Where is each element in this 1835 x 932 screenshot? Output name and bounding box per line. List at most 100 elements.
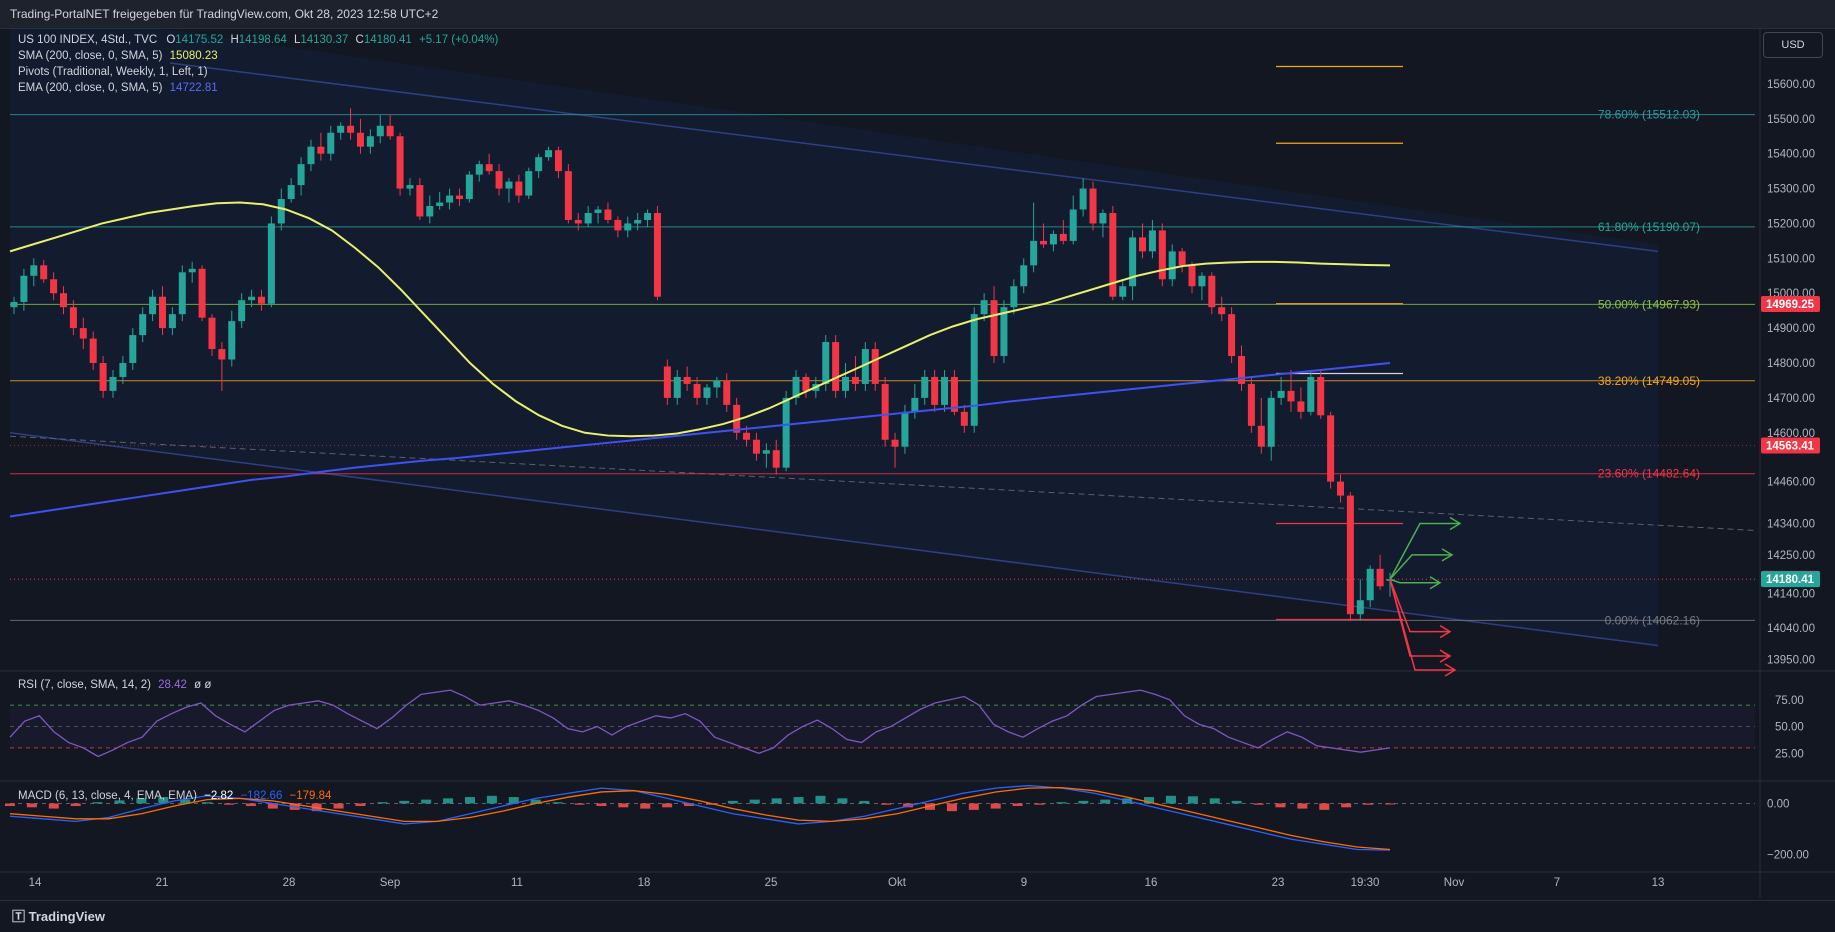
macd-hist-value: −2.82 xyxy=(204,790,234,802)
macd-histogram-bar xyxy=(399,800,410,804)
candle-body xyxy=(931,376,939,405)
time-axis-tick: 13 xyxy=(1652,877,1665,889)
candle-body xyxy=(673,376,681,398)
macd-histogram-bar xyxy=(377,802,388,804)
candle-body xyxy=(30,265,38,276)
macd-histogram-bar xyxy=(443,798,454,804)
macd-histogram-bar xyxy=(333,803,344,809)
rsi-value: 28.42 xyxy=(158,679,187,691)
candle-body xyxy=(1327,415,1335,482)
price-tag-label: 14563.41 xyxy=(1766,441,1815,453)
candle-body xyxy=(941,376,949,405)
candle-body xyxy=(446,195,454,203)
macd-histogram-bar xyxy=(5,803,15,807)
candle-body xyxy=(554,150,562,172)
header-bar: Trading-PortalNET freigegeben für Tradin… xyxy=(0,0,1835,29)
candle-body xyxy=(188,268,196,273)
candle-body xyxy=(1188,265,1196,287)
candle-body xyxy=(356,132,364,147)
candle-body xyxy=(921,376,929,398)
macd-histogram-bar xyxy=(267,803,278,809)
macd-histogram-bar xyxy=(1363,803,1374,805)
price-axis-tick: 14250.00 xyxy=(1767,550,1815,562)
candle-body xyxy=(980,300,988,315)
trend-dashed-line xyxy=(9,435,1756,531)
candle-body xyxy=(960,411,968,426)
candle-body xyxy=(1376,568,1384,587)
macd-histogram-bar xyxy=(508,797,519,804)
price-axis-tick: 13950.00 xyxy=(1767,655,1815,667)
arrow-head-icon xyxy=(1429,576,1442,590)
candle-body xyxy=(59,293,67,308)
arrow-head-icon xyxy=(1441,548,1454,562)
footer-bar xyxy=(0,900,1835,932)
candle-body xyxy=(69,307,77,329)
legend-symbol: US 100 INDEX, 4Std., TVC xyxy=(18,34,158,46)
legend-sma-row[interactable]: SMA (200, close, 0, SMA, 5) 15080.23 xyxy=(18,48,218,64)
legend-ema-row[interactable]: EMA (200, close, 0, SMA, 5) 14722.81 xyxy=(18,80,218,96)
time-axis-tick: 25 xyxy=(765,877,778,889)
candle-body xyxy=(594,209,602,213)
rsi-legend[interactable]: RSI (7, close, SMA, 14, 2) 28.42 ø ø xyxy=(18,677,211,693)
chart-canvas[interactable]: 78.60% (15512.03) 61.80% (15190.07) 50.00%… xyxy=(0,28,1835,898)
time-axis-tick: 28 xyxy=(283,877,296,889)
candle-body xyxy=(109,376,117,391)
ema-200-line xyxy=(9,362,1391,518)
candle-body xyxy=(950,376,958,412)
fib-level-label: 0.00% (14062.16) xyxy=(1605,613,1700,627)
macd-histogram-bar xyxy=(224,803,235,805)
candle-body xyxy=(693,383,701,398)
candle-body xyxy=(851,376,859,384)
candle-body xyxy=(584,212,592,224)
candle-body xyxy=(1337,481,1345,496)
macd-histogram-bar xyxy=(1275,803,1286,808)
arrow-head-icon xyxy=(1449,516,1462,531)
channel-upper-line xyxy=(169,62,1659,253)
brand-name: TradingView xyxy=(28,909,105,924)
macd-line-value: −182.66 xyxy=(240,790,283,802)
rsi-label: RSI (7, close, SMA, 14, 2) xyxy=(18,679,151,691)
time-axis-tick: Okt xyxy=(888,877,907,889)
rsi-axis-tick: 25.00 xyxy=(1775,748,1804,760)
macd-histogram-bar xyxy=(1056,802,1067,804)
price-axis-tick: 14140.00 xyxy=(1767,588,1815,600)
candle-body xyxy=(733,404,741,433)
price-axis-tick: 14040.00 xyxy=(1767,623,1815,635)
macd-label: MACD (6, 13, close, 4, EMA, EMA) xyxy=(18,790,197,802)
macd-histogram-bar xyxy=(684,803,695,807)
candle-body xyxy=(1297,401,1305,412)
currency-button[interactable]: USD xyxy=(1763,32,1823,58)
macd-legend[interactable]: MACD (6, 13, close, 4, EMA, EMA) −2.82 −… xyxy=(18,788,331,804)
candle-body xyxy=(1139,237,1147,252)
candle-body xyxy=(307,146,315,165)
candle-body xyxy=(1158,230,1166,280)
candle-body xyxy=(832,342,840,391)
candle-body xyxy=(287,185,295,200)
macd-histogram-bar xyxy=(48,803,59,809)
candle-body xyxy=(347,125,355,133)
candle-body xyxy=(139,314,147,336)
macd-histogram-bar xyxy=(1231,800,1242,804)
time-axis-tick: 21 xyxy=(156,877,169,889)
candle-body xyxy=(644,212,652,220)
candle-body xyxy=(198,268,206,318)
candle-body xyxy=(1366,568,1374,601)
candle-body xyxy=(1356,600,1364,615)
candle-body xyxy=(1148,230,1156,252)
candle-body xyxy=(762,450,770,454)
candle-body xyxy=(228,321,236,360)
candle-body xyxy=(317,146,325,154)
candle-body xyxy=(1208,275,1216,308)
legend-pivots-row[interactable]: Pivots (Traditional, Weekly, 1, Left, 1) xyxy=(18,64,208,80)
fib-level-label: 50.00% (14967.93) xyxy=(1598,297,1700,311)
time-axis-tick: Nov xyxy=(1444,877,1465,889)
macd-histogram-bar xyxy=(486,795,497,804)
candle-body xyxy=(168,314,176,329)
time-axis-tick: 23 xyxy=(1272,877,1285,889)
candle-body xyxy=(386,125,394,137)
legend-pivots-label: Pivots (Traditional, Weekly, 1, Left, 1) xyxy=(18,66,208,78)
price-tag xyxy=(1761,571,1820,588)
candle-body xyxy=(465,174,473,200)
bull-projection-arrow xyxy=(1389,522,1460,580)
macd-histogram-bar xyxy=(946,803,957,812)
